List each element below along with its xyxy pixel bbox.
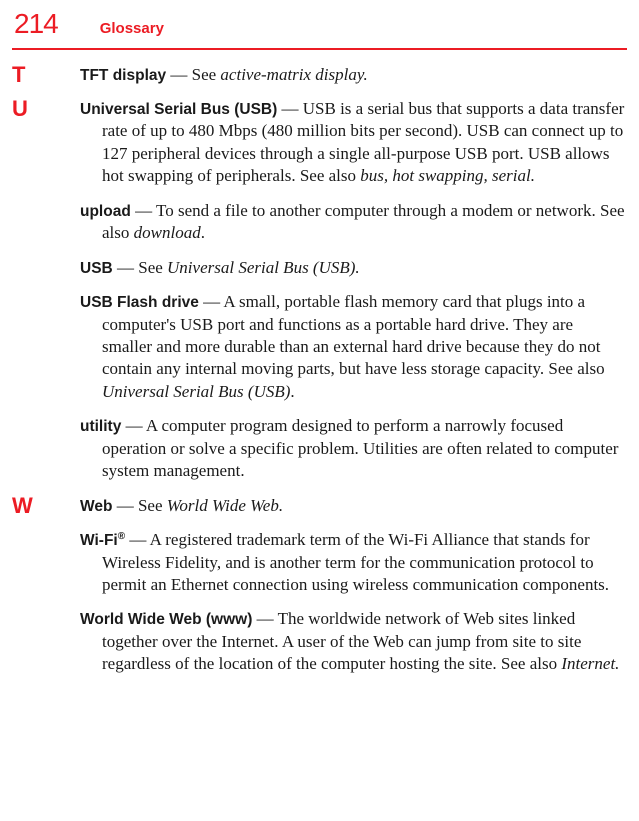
glossary-entry: USB Flash drive — A small, portable flas… — [12, 291, 627, 403]
definition-column: Universal Serial Bus (USB) — USB is a se… — [80, 98, 627, 188]
glossary-term: World Wide Web (www) — [80, 611, 252, 628]
glossary-entry: Wi-Fi® — A registered trademark term of … — [12, 529, 627, 596]
see-also-reference: World Wide Web. — [167, 496, 283, 515]
glossary-term: Universal Serial Bus (USB) — [80, 101, 277, 118]
glossary-term: Web — [80, 498, 112, 515]
glossary-entry: upload — To send a file to another compu… — [12, 200, 627, 245]
letter-column: W — [12, 495, 80, 517]
see-also-reference: Internet. — [561, 654, 619, 673]
letter-column: U — [12, 98, 80, 120]
see-also-reference: download — [134, 223, 201, 242]
glossary-entry: WWeb — See World Wide Web. — [12, 495, 627, 517]
glossary-content: TTFT display — See active-matrix display… — [0, 64, 639, 676]
glossary-term: TFT display — [80, 67, 166, 84]
definition-column: Web — See World Wide Web. — [80, 495, 627, 517]
definition-text: Universal Serial Bus (USB) — USB is a se… — [80, 98, 625, 188]
glossary-term: utility — [80, 418, 121, 435]
definition-text: utility — A computer program designed to… — [80, 415, 625, 482]
glossary-term: USB — [80, 260, 113, 277]
definition-column: World Wide Web (www) — The worldwide net… — [80, 608, 627, 675]
trademark-symbol: ® — [118, 531, 125, 542]
definition-text: Web — See World Wide Web. — [80, 495, 625, 517]
section-letter: U — [12, 98, 80, 120]
section-letter: W — [12, 495, 80, 517]
see-also-reference: active-matrix display. — [220, 65, 367, 84]
page-header: 214 Glossary — [0, 0, 639, 42]
glossary-entry: UUniversal Serial Bus (USB) — USB is a s… — [12, 98, 627, 188]
header-title: Glossary — [100, 20, 164, 37]
see-also-reference: Universal Serial Bus (USB). — [167, 258, 360, 277]
definition-text: TFT display — See active-matrix display. — [80, 64, 625, 86]
see-also-reference: Universal Serial Bus (USB) — [102, 382, 290, 401]
definition-text: USB Flash drive — A small, portable flas… — [80, 291, 625, 403]
glossary-entry: utility — A computer program designed to… — [12, 415, 627, 482]
glossary-entry: TTFT display — See active-matrix display… — [12, 64, 627, 86]
glossary-term: upload — [80, 203, 131, 220]
definition-column: upload — To send a file to another compu… — [80, 200, 627, 245]
definition-text: World Wide Web (www) — The worldwide net… — [80, 608, 625, 675]
definition-column: TFT display — See active-matrix display. — [80, 64, 627, 86]
definition-text: USB — See Universal Serial Bus (USB). — [80, 257, 625, 279]
definition-column: Wi-Fi® — A registered trademark term of … — [80, 529, 627, 596]
definition-column: USB — See Universal Serial Bus (USB). — [80, 257, 627, 279]
glossary-term: USB Flash drive — [80, 294, 199, 311]
definition-column: USB Flash drive — A small, portable flas… — [80, 291, 627, 403]
definition-text: Wi-Fi® — A registered trademark term of … — [80, 529, 625, 596]
letter-column: T — [12, 64, 80, 86]
glossary-entry: World Wide Web (www) — The worldwide net… — [12, 608, 627, 675]
header-divider — [12, 48, 627, 50]
section-letter: T — [12, 64, 80, 86]
glossary-term: Wi-Fi® — [80, 532, 125, 549]
definition-column: utility — A computer program designed to… — [80, 415, 627, 482]
see-also-reference: bus, hot swapping, serial. — [360, 166, 535, 185]
definition-text: upload — To send a file to another compu… — [80, 200, 625, 245]
page-number: 214 — [14, 8, 58, 40]
glossary-entry: USB — See Universal Serial Bus (USB). — [12, 257, 627, 279]
